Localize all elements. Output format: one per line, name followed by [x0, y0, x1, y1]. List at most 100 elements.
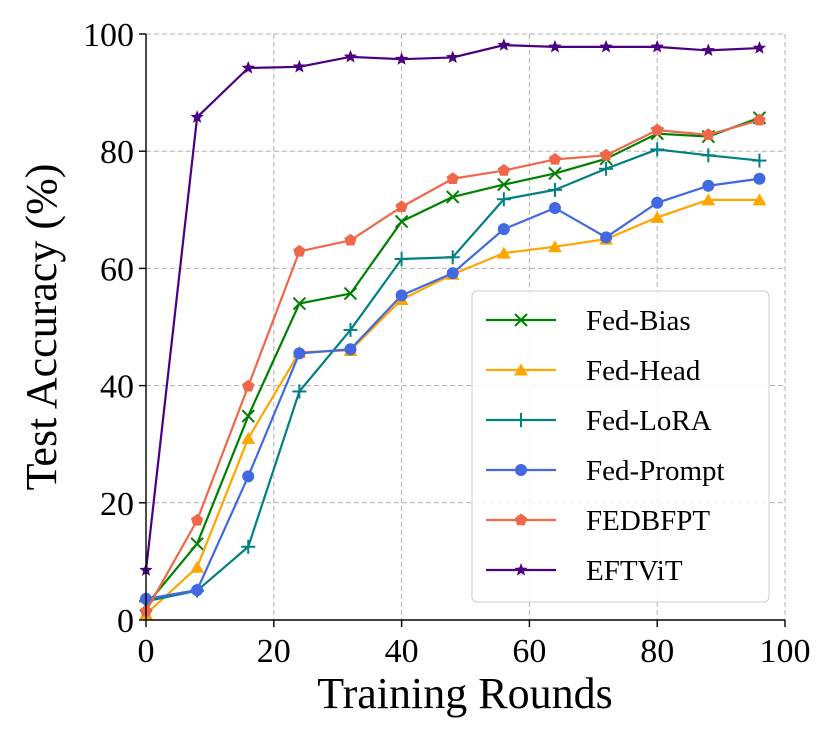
x-axis-title: Training Rounds	[317, 669, 612, 718]
x-tick-label: 100	[760, 633, 811, 670]
data-point-eftvit	[548, 39, 562, 53]
data-point-fedbfpt	[497, 164, 511, 176]
legend-marker-fed-lora	[514, 413, 528, 427]
data-point-fed-bias	[497, 177, 511, 192]
legend-label-fed-bias: Fed-Bias	[586, 305, 691, 337]
x-tick-label: 40	[385, 633, 419, 670]
data-point-fed-head	[701, 193, 716, 206]
y-tick-label: 60	[100, 251, 134, 288]
legend-entry-fed-head: Fed-Head	[486, 355, 701, 387]
data-point-fed-prompt	[702, 179, 715, 192]
data-point-fed-bias	[241, 409, 255, 423]
legend-marker-fed-prompt	[515, 464, 527, 476]
data-point-fed-bias	[394, 214, 409, 229]
data-point-fedbfpt	[190, 513, 204, 526]
legend-entry-fed-prompt: Fed-Prompt	[486, 455, 725, 487]
data-point-fedbfpt	[242, 379, 255, 392]
data-point-eftvit	[190, 110, 204, 123]
data-point-fed-prompt	[753, 172, 766, 185]
series-layer	[139, 38, 767, 620]
legend-entry-fedbfpt: FEDBFPT	[486, 505, 710, 537]
legend-marker-fedbfpt	[514, 513, 528, 526]
data-point-fedbfpt	[651, 123, 664, 136]
legend-label-eftvit: EFTViT	[586, 555, 683, 587]
data-point-fedbfpt	[599, 148, 613, 161]
data-point-fedbfpt	[446, 172, 459, 184]
data-point-fed-prompt	[651, 196, 664, 209]
data-point-fed-lora	[496, 192, 511, 207]
data-point-eftvit	[292, 59, 307, 73]
data-point-fed-head	[496, 246, 511, 259]
data-point-eftvit	[446, 50, 460, 64]
data-point-fed-lora	[241, 539, 256, 554]
legend-label-fed-lora: Fed-LoRA	[586, 405, 712, 437]
data-point-fed-prompt	[548, 202, 561, 215]
y-tick-label: 0	[117, 603, 134, 640]
data-point-fedbfpt	[395, 200, 408, 213]
legend-label-fed-head: Fed-Head	[586, 355, 701, 387]
data-point-fed-lora	[701, 148, 716, 163]
legend-label-fedbfpt: FEDBFPT	[586, 505, 710, 537]
legend-marker-fed-bias	[514, 313, 528, 327]
data-point-fed-bias	[446, 190, 460, 204]
data-point-fedbfpt	[548, 152, 562, 165]
data-point-eftvit	[752, 41, 767, 54]
data-point-fed-lora	[394, 252, 409, 267]
legend-entry-eftvit: EFTViT	[486, 555, 683, 587]
data-point-eftvit	[701, 43, 715, 57]
legend-entry-fed-bias: Fed-Bias	[486, 305, 691, 337]
data-point-fed-prompt	[395, 289, 408, 302]
data-point-fed-head	[241, 431, 256, 444]
data-point-fed-lora	[343, 322, 358, 337]
tick-labels: 0 20 40 60 80 100 0 20 40 60 80 100	[83, 17, 811, 670]
y-tick-label: 20	[100, 486, 134, 523]
x-tick-label: 20	[257, 633, 291, 670]
data-point-fed-prompt	[242, 470, 255, 483]
data-point-fed-lora	[445, 250, 460, 265]
series-fedbfpt	[139, 113, 766, 617]
x-tick-label: 60	[512, 633, 546, 670]
data-point-fed-head	[190, 560, 205, 573]
data-point-fed-lora	[547, 182, 562, 197]
data-point-fed-prompt	[497, 223, 510, 236]
data-point-fed-bias	[292, 296, 307, 311]
data-point-fed-prompt	[600, 231, 613, 244]
data-point-fed-prompt	[344, 343, 357, 356]
data-point-eftvit	[394, 52, 409, 65]
data-point-eftvit	[343, 49, 358, 63]
data-point-fedbfpt	[293, 244, 306, 257]
legend: Fed-Bias Fed-Head Fed-LoRA Fed-Prompt FEDBFP…	[471, 290, 770, 603]
data-point-eftvit	[497, 38, 511, 51]
y-tick-label: 100	[83, 17, 134, 54]
data-point-fed-lora	[599, 161, 614, 176]
data-point-fed-head	[650, 210, 665, 223]
axes	[139, 33, 786, 627]
data-point-fed-bias	[548, 166, 562, 181]
data-point-fed-lora	[292, 384, 307, 399]
data-point-eftvit	[599, 39, 613, 53]
x-tick-label: 0	[138, 633, 155, 670]
y-axis-title: Test Accuracy (%)	[17, 164, 66, 491]
data-point-fed-prompt	[446, 267, 459, 280]
legend-label-fed-prompt: Fed-Prompt	[586, 455, 725, 487]
y-tick-label: 40	[100, 369, 134, 406]
data-point-fedbfpt	[702, 128, 715, 141]
data-point-eftvit	[650, 39, 664, 53]
data-point-fed-prompt	[191, 584, 204, 597]
data-point-fedbfpt	[344, 233, 357, 246]
data-point-fed-bias	[190, 537, 204, 551]
y-tick-label: 80	[100, 134, 134, 171]
data-point-fed-head	[548, 240, 562, 253]
data-point-fed-bias	[343, 286, 358, 301]
legend-marker-eftvit	[514, 563, 528, 576]
legend-frame	[471, 290, 770, 603]
legend-marker-fed-head	[514, 363, 528, 376]
data-point-fed-head	[752, 193, 767, 206]
data-point-fed-prompt	[293, 347, 306, 360]
data-point-fed-lora	[650, 142, 665, 157]
data-point-fed-lora	[752, 153, 767, 168]
series-fed-prompt	[140, 172, 766, 605]
data-point-fedbfpt	[753, 113, 766, 126]
data-point-eftvit	[241, 60, 255, 74]
